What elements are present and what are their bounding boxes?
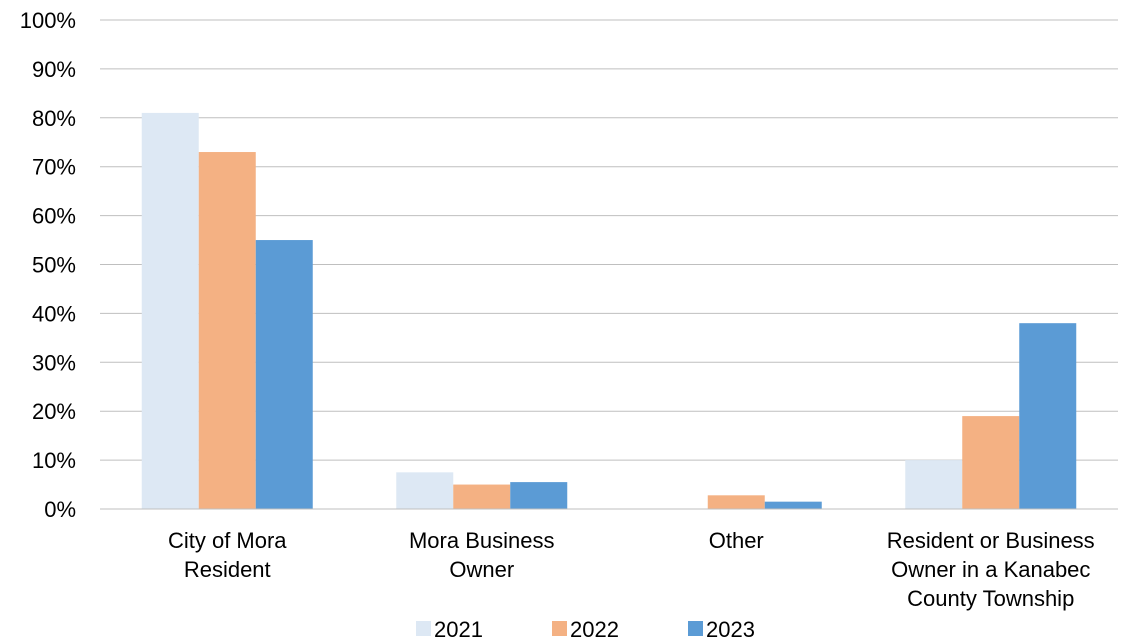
x-category-label: Resident <box>184 557 271 582</box>
bar-2021 <box>905 460 963 509</box>
bars <box>141 112 1077 510</box>
y-tick-label: 10% <box>32 448 76 473</box>
bar-2023 <box>1019 323 1077 509</box>
y-tick-label: 70% <box>32 155 76 180</box>
legend-swatch <box>688 621 703 636</box>
x-category-label: County Township <box>907 586 1074 611</box>
y-tick-label: 80% <box>32 106 76 131</box>
x-category-label: Resident or Business <box>887 528 1095 553</box>
bar-2022 <box>707 495 765 509</box>
legend: 2021 2022 2023 <box>416 617 755 642</box>
x-category-label: Mora Business <box>409 528 555 553</box>
y-tick-label: 60% <box>32 204 76 229</box>
legend-label: 2023 <box>706 617 755 642</box>
bar-2021 <box>396 472 454 509</box>
bar-2022 <box>198 152 256 509</box>
y-tick-label: 0% <box>44 497 76 522</box>
x-axis-category-labels: City of Mora Resident Mora Business Owner Ot… <box>168 528 1095 611</box>
bar-2023 <box>255 240 313 510</box>
bar-2023 <box>764 501 822 509</box>
x-category-label: City of Mora <box>168 528 287 553</box>
y-tick-label: 40% <box>32 301 76 326</box>
legend-label: 2021 <box>434 617 483 642</box>
x-category-label: Other <box>709 528 764 553</box>
y-tick-label: 20% <box>32 399 76 424</box>
y-tick-label: 50% <box>32 253 76 278</box>
x-category-label: Owner in a Kanabec <box>891 557 1090 582</box>
x-category-label: Owner <box>449 557 514 582</box>
y-axis-tick-labels: 0% 10% 20% 30% 40% 50% 60% 70% 80% 90% 100% <box>20 8 76 522</box>
bar-2022 <box>453 484 511 509</box>
bar-2022 <box>962 416 1020 509</box>
y-tick-label: 100% <box>20 8 76 33</box>
y-tick-label: 30% <box>32 350 76 375</box>
bar-2021 <box>141 112 199 509</box>
bar-2023 <box>510 482 568 509</box>
legend-label: 2022 <box>570 617 619 642</box>
y-tick-label: 90% <box>32 57 76 82</box>
legend-swatch <box>416 621 431 636</box>
legend-swatch <box>552 621 567 636</box>
